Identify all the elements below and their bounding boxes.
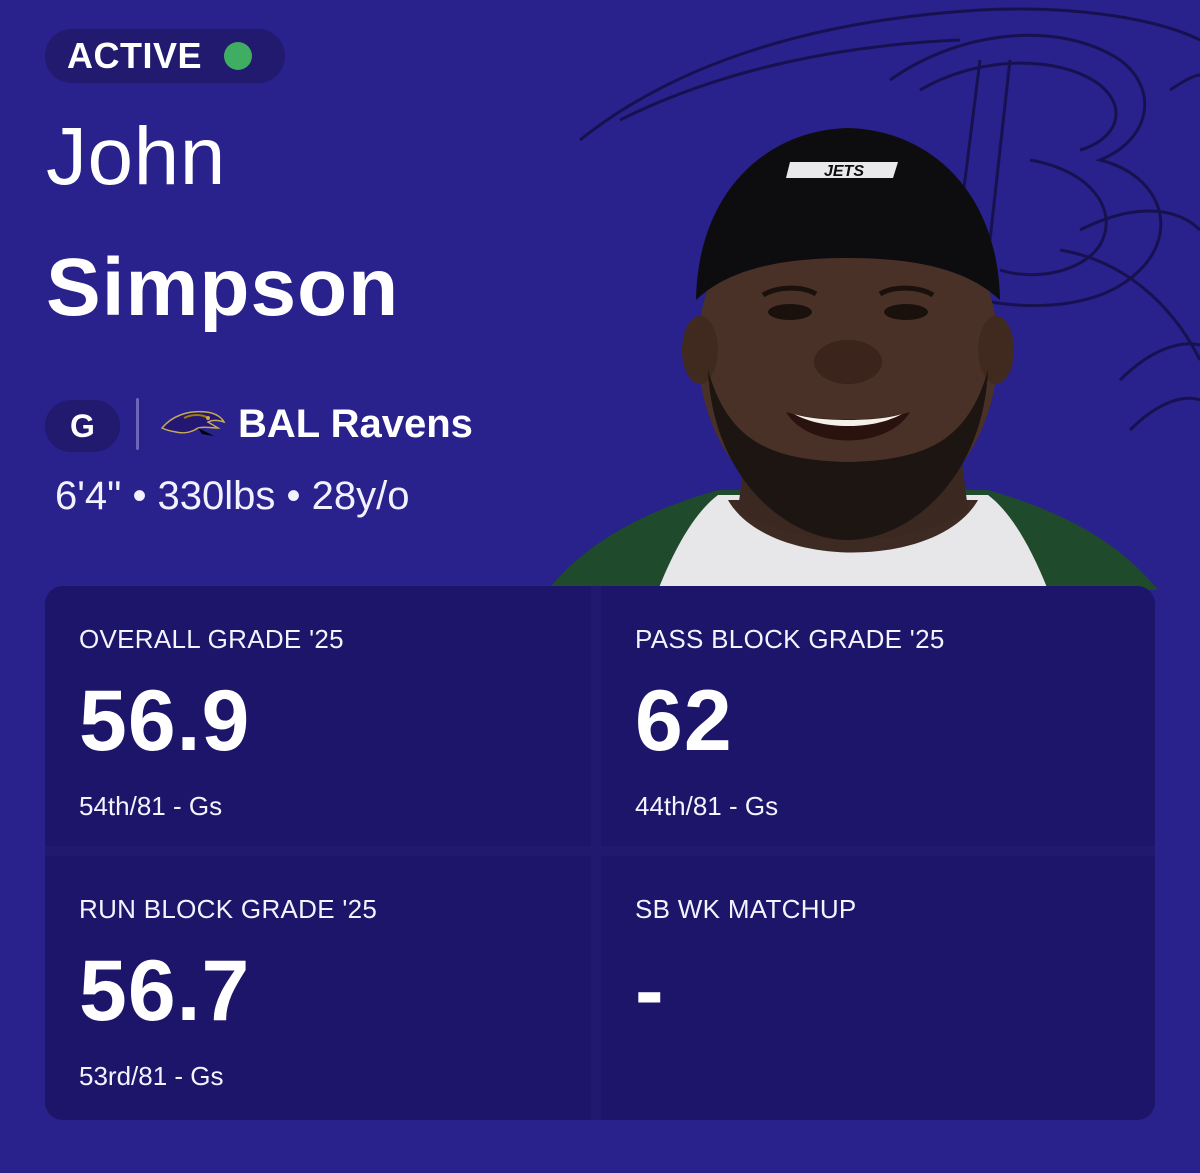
player-headshot: JETS — [548, 128, 1158, 590]
stat-value: 62 — [635, 673, 733, 769]
stat-card-overall[interactable]: OVERALL GRADE '25 56.9 54th/81 - Gs — [45, 586, 591, 846]
stat-card-matchup[interactable]: SB WK MATCHUP - — [601, 856, 1155, 1120]
stat-label: OVERALL GRADE '25 — [79, 624, 344, 654]
stat-label: PASS BLOCK GRADE '25 — [635, 624, 945, 654]
team-logo-watermark — [579, 7, 1200, 432]
stat-card-run-block[interactable]: RUN BLOCK GRADE '25 56.7 53rd/81 - Gs — [45, 856, 591, 1120]
player-bio: 6'4" • 330lbs • 28y/o — [55, 474, 410, 518]
stat-rank: 44th/81 - Gs — [635, 791, 779, 821]
headshot-cap-text: JETS — [824, 163, 864, 180]
status-badge: ACTIVE — [45, 29, 285, 83]
status-label: ACTIVE — [67, 35, 203, 76]
stat-label: RUN BLOCK GRADE '25 — [79, 894, 378, 924]
player-first-name: John — [46, 111, 226, 202]
player-last-name: Simpson — [46, 242, 400, 333]
position-badge: G — [45, 400, 120, 452]
stats-grid: OVERALL GRADE '25 56.9 54th/81 - Gs PASS… — [45, 586, 1155, 1120]
stat-value: - — [635, 943, 665, 1039]
team-name: BAL Ravens — [238, 402, 473, 446]
stat-rank: 54th/81 - Gs — [79, 791, 223, 821]
stat-value: 56.9 — [79, 673, 251, 769]
divider — [136, 398, 139, 450]
stat-label: SB WK MATCHUP — [635, 894, 857, 924]
status-dot-icon — [224, 42, 253, 70]
ravens-logo-icon — [160, 410, 226, 436]
stat-card-pass-block[interactable]: PASS BLOCK GRADE '25 62 44th/81 - Gs — [601, 586, 1155, 846]
stat-rank: 53rd/81 - Gs — [79, 1061, 224, 1091]
stat-value: 56.7 — [79, 943, 251, 1039]
